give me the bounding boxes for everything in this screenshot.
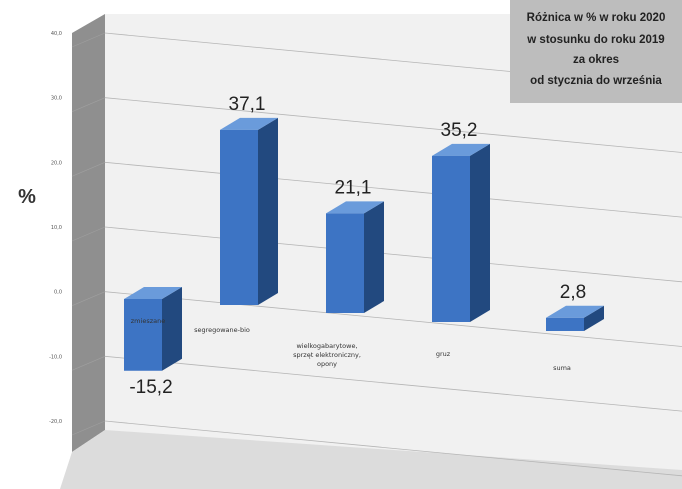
- y-tick-label: -20,0: [49, 419, 62, 425]
- bar-front: [546, 317, 584, 331]
- chart-title-line-2: w stosunku do roku 2019: [526, 34, 664, 46]
- data-label: -15,2: [129, 377, 172, 398]
- bar: [326, 201, 384, 313]
- gridline: [104, 291, 682, 347]
- category-label: segregowane-bio: [194, 326, 250, 334]
- side-gridline: [71, 291, 106, 306]
- data-label: 21,1: [335, 177, 372, 198]
- category-labels: zmieszane segregowane-bio wielkogabarytowe…: [131, 317, 571, 372]
- title-box-background: [510, 0, 682, 103]
- chart-side-wall: [72, 14, 105, 452]
- bar-top: [220, 117, 278, 130]
- side-gridline: [71, 420, 106, 436]
- y-tick-label: 40,0: [51, 31, 62, 37]
- y-tick-label: 0,0: [54, 290, 62, 296]
- side-gridline: [71, 32, 106, 48]
- category-label: gruz: [436, 350, 451, 358]
- gridline: [104, 355, 682, 412]
- bar-top: [546, 305, 604, 318]
- side-gridline: [71, 226, 106, 242]
- bar-top: [326, 201, 384, 214]
- bar-side: [364, 201, 384, 313]
- side-gridline: [71, 97, 106, 112]
- bar: [432, 143, 490, 322]
- title-box: Różnica w % w roku 2020 w stosunku do ro…: [510, 0, 682, 103]
- gridlines: [71, 32, 682, 477]
- y-tick-label: -10,0: [49, 354, 62, 360]
- chart-title-line-3: za okres: [573, 54, 619, 66]
- bar-side: [470, 143, 490, 322]
- bar-side: [584, 305, 604, 331]
- category-label: zmieszane: [131, 317, 165, 325]
- y-axis-ticks: 40,0 30,0 20,0 10,0 0,0 -10,0 -20,0: [49, 31, 62, 425]
- category-label: wielkogabarytowe, sprzęt elektroniczny, op…: [293, 342, 361, 368]
- gridline: [104, 97, 682, 153]
- value-labels: -15,2 37,1 21,1 35,2 2,8: [129, 94, 586, 398]
- bar: [124, 287, 182, 371]
- y-tick-label: 10,0: [51, 225, 62, 231]
- data-label: 2,8: [560, 282, 586, 303]
- gridline: [104, 161, 682, 218]
- data-label: 37,1: [229, 94, 266, 115]
- y-tick-label: 30,0: [51, 96, 62, 102]
- gridline: [104, 226, 682, 283]
- bar-front: [220, 129, 258, 305]
- bar-top: [124, 287, 182, 299]
- gridline: [104, 420, 682, 477]
- y-tick-label: 20,0: [51, 160, 62, 166]
- chart-floor: [60, 430, 682, 489]
- bar-front: [124, 299, 162, 371]
- chart-title-line-4: od stycznia do września: [530, 75, 662, 87]
- bar-top: [432, 143, 490, 156]
- bar-front: [432, 155, 470, 322]
- side-gridline: [71, 356, 106, 371]
- chart-title-line-1: Różnica w % w roku 2020: [527, 12, 666, 24]
- data-label: 35,2: [441, 120, 478, 141]
- bar-front: [326, 213, 364, 313]
- bar: [546, 305, 604, 331]
- side-gridline: [71, 162, 106, 177]
- y-axis-label: %: [18, 186, 36, 208]
- bars: [124, 117, 604, 371]
- bar-side: [162, 287, 182, 371]
- bar: [220, 117, 278, 305]
- bar-side: [258, 117, 278, 305]
- category-label: suma: [553, 364, 571, 372]
